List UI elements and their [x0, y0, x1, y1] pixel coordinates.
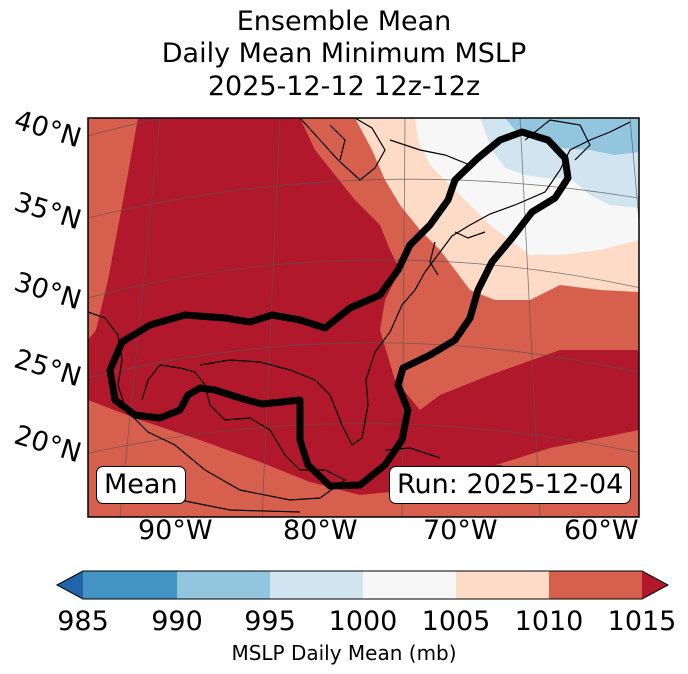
colorbar-extend-low	[57, 571, 83, 599]
colorbar-tick-1000: 1000	[328, 606, 398, 637]
colorbar-tick-1005: 1005	[421, 606, 491, 637]
field-west-wedge	[88, 118, 138, 340]
mslp-field	[88, 118, 639, 517]
colorbar-segment-985-990	[83, 571, 177, 599]
colorbar-segment-990-995	[177, 571, 270, 599]
colorbar-segment-995-1000	[270, 571, 363, 599]
colorbar-tick-1010: 1010	[514, 606, 584, 637]
map-frame	[87, 117, 640, 518]
colorbar-label: MSLP Daily Mean (mb)	[231, 641, 457, 665]
title-line-1: Ensemble Mean	[236, 6, 452, 37]
graticule	[88, 118, 639, 517]
colorbar-tick-990: 990	[151, 606, 203, 637]
colorbar-extend-high	[642, 571, 668, 599]
title-line-2: Daily Mean Minimum MSLP	[161, 38, 527, 69]
colorbar-segment-1010-1015	[549, 571, 642, 599]
ensemble-contour	[106, 128, 572, 490]
colorbar-segment-1000-1005	[363, 571, 456, 599]
field-ne-990	[505, 118, 639, 155]
lon-label-60w: 60°W	[564, 515, 639, 546]
colorbar-tick-985: 985	[57, 606, 109, 637]
colorbar-outline	[55, 570, 670, 600]
colorbar	[55, 570, 670, 600]
title-line-3: 2025-12-12 12z-12z	[207, 71, 481, 102]
lon-label-80w: 80°W	[283, 515, 358, 546]
colorbar-tick-995: 995	[244, 606, 296, 637]
colorbar-tick-1015: 1015	[607, 606, 677, 637]
lon-label-70w: 70°W	[423, 515, 498, 546]
run-date-badge: Run: 2025-12-04	[389, 466, 632, 504]
mean-badge: Mean	[96, 466, 186, 504]
lon-label-90w: 90°W	[138, 515, 213, 546]
colorbar-segment-1005-1010	[456, 571, 549, 599]
